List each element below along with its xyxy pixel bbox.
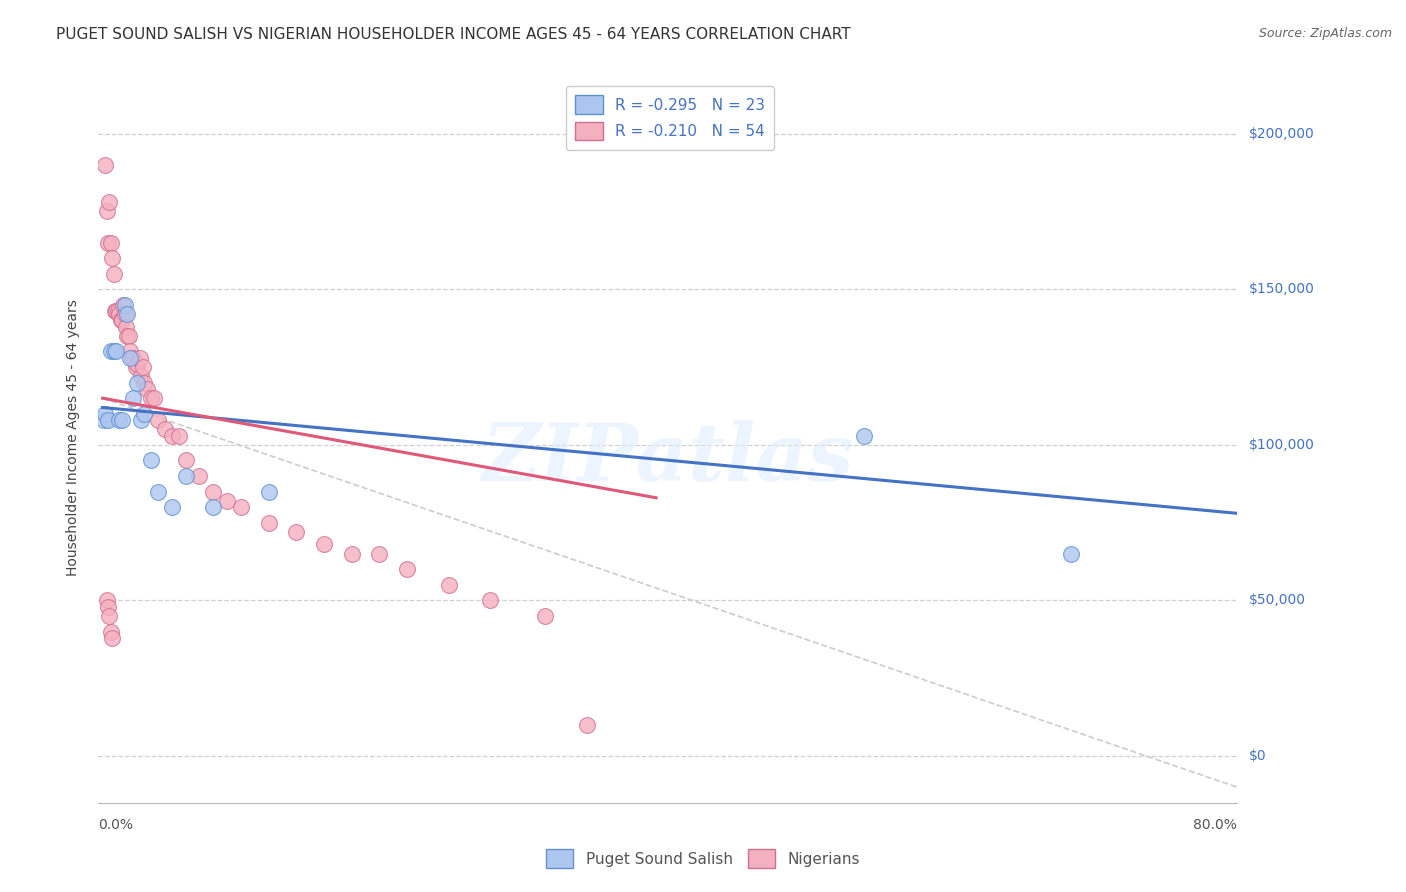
Point	[153, 422, 176, 436]
Point	[139, 453, 162, 467]
Point	[575, 718, 598, 732]
Point	[139, 391, 162, 405]
Point	[202, 500, 225, 515]
Point	[94, 158, 117, 172]
Point	[108, 413, 131, 427]
Text: ZIPatlas: ZIPatlas	[482, 420, 853, 498]
Point	[122, 351, 145, 365]
Point	[97, 413, 120, 427]
Point	[105, 304, 128, 318]
Point	[131, 359, 153, 374]
Point	[188, 469, 211, 483]
Point	[120, 351, 142, 365]
Point	[395, 562, 418, 576]
Point	[135, 382, 157, 396]
Point	[122, 391, 145, 405]
Point	[167, 428, 190, 442]
Text: $50,000: $50,000	[1249, 593, 1305, 607]
Point	[107, 304, 129, 318]
Point	[104, 304, 127, 318]
Point	[100, 235, 122, 250]
Point	[131, 369, 153, 384]
Point	[127, 376, 149, 390]
Text: $0: $0	[1249, 749, 1265, 764]
Point	[437, 578, 460, 592]
Point	[117, 329, 139, 343]
Text: $200,000: $200,000	[1249, 127, 1315, 141]
Point	[98, 609, 121, 624]
Point	[129, 351, 152, 365]
Point	[174, 469, 197, 483]
Point	[114, 307, 136, 321]
Point	[202, 484, 225, 499]
Point	[257, 484, 280, 499]
Point	[96, 204, 118, 219]
Point	[97, 599, 120, 614]
Point	[160, 500, 183, 515]
Point	[534, 609, 557, 624]
Point	[127, 357, 149, 371]
Point	[101, 251, 124, 265]
Point	[103, 344, 125, 359]
Point	[114, 298, 136, 312]
Point	[479, 593, 502, 607]
Point	[160, 428, 183, 442]
Point	[146, 484, 169, 499]
Point	[118, 329, 141, 343]
Point	[368, 547, 391, 561]
Point	[111, 413, 134, 427]
Point	[117, 307, 139, 321]
Point	[110, 313, 132, 327]
Point	[132, 407, 155, 421]
Point	[1060, 547, 1083, 561]
Text: $150,000: $150,000	[1249, 282, 1315, 296]
Point	[94, 407, 117, 421]
Point	[257, 516, 280, 530]
Point	[217, 494, 239, 508]
Point	[100, 624, 122, 639]
Point	[103, 267, 125, 281]
Point	[120, 344, 142, 359]
Point	[229, 500, 252, 515]
Point	[100, 344, 122, 359]
Point	[146, 413, 169, 427]
Point	[174, 453, 197, 467]
Point	[97, 235, 120, 250]
Point	[125, 359, 148, 374]
Point	[285, 524, 308, 539]
Text: $100,000: $100,000	[1249, 438, 1315, 452]
Point	[340, 547, 363, 561]
Legend: R = -0.295   N = 23, R = -0.210   N = 54: R = -0.295 N = 23, R = -0.210 N = 54	[567, 87, 775, 150]
Text: PUGET SOUND SALISH VS NIGERIAN HOUSEHOLDER INCOME AGES 45 - 64 YEARS CORRELATION: PUGET SOUND SALISH VS NIGERIAN HOUSEHOLD…	[56, 27, 851, 42]
Point	[312, 537, 335, 551]
Text: 80.0%: 80.0%	[1194, 818, 1237, 832]
Point	[142, 391, 165, 405]
Y-axis label: Householder Income Ages 45 - 64 years: Householder Income Ages 45 - 64 years	[66, 299, 80, 575]
Point	[852, 428, 875, 442]
Point	[115, 319, 138, 334]
Point	[96, 593, 118, 607]
Legend: Puget Sound Salish, Nigerians: Puget Sound Salish, Nigerians	[538, 841, 868, 875]
Point	[112, 298, 135, 312]
Point	[132, 376, 155, 390]
Point	[105, 344, 128, 359]
Point	[131, 413, 153, 427]
Point	[101, 631, 124, 645]
Point	[121, 351, 143, 365]
Point	[93, 413, 115, 427]
Point	[108, 307, 131, 321]
Point	[111, 313, 134, 327]
Text: Source: ZipAtlas.com: Source: ZipAtlas.com	[1258, 27, 1392, 40]
Point	[98, 195, 121, 210]
Text: 0.0%: 0.0%	[98, 818, 134, 832]
